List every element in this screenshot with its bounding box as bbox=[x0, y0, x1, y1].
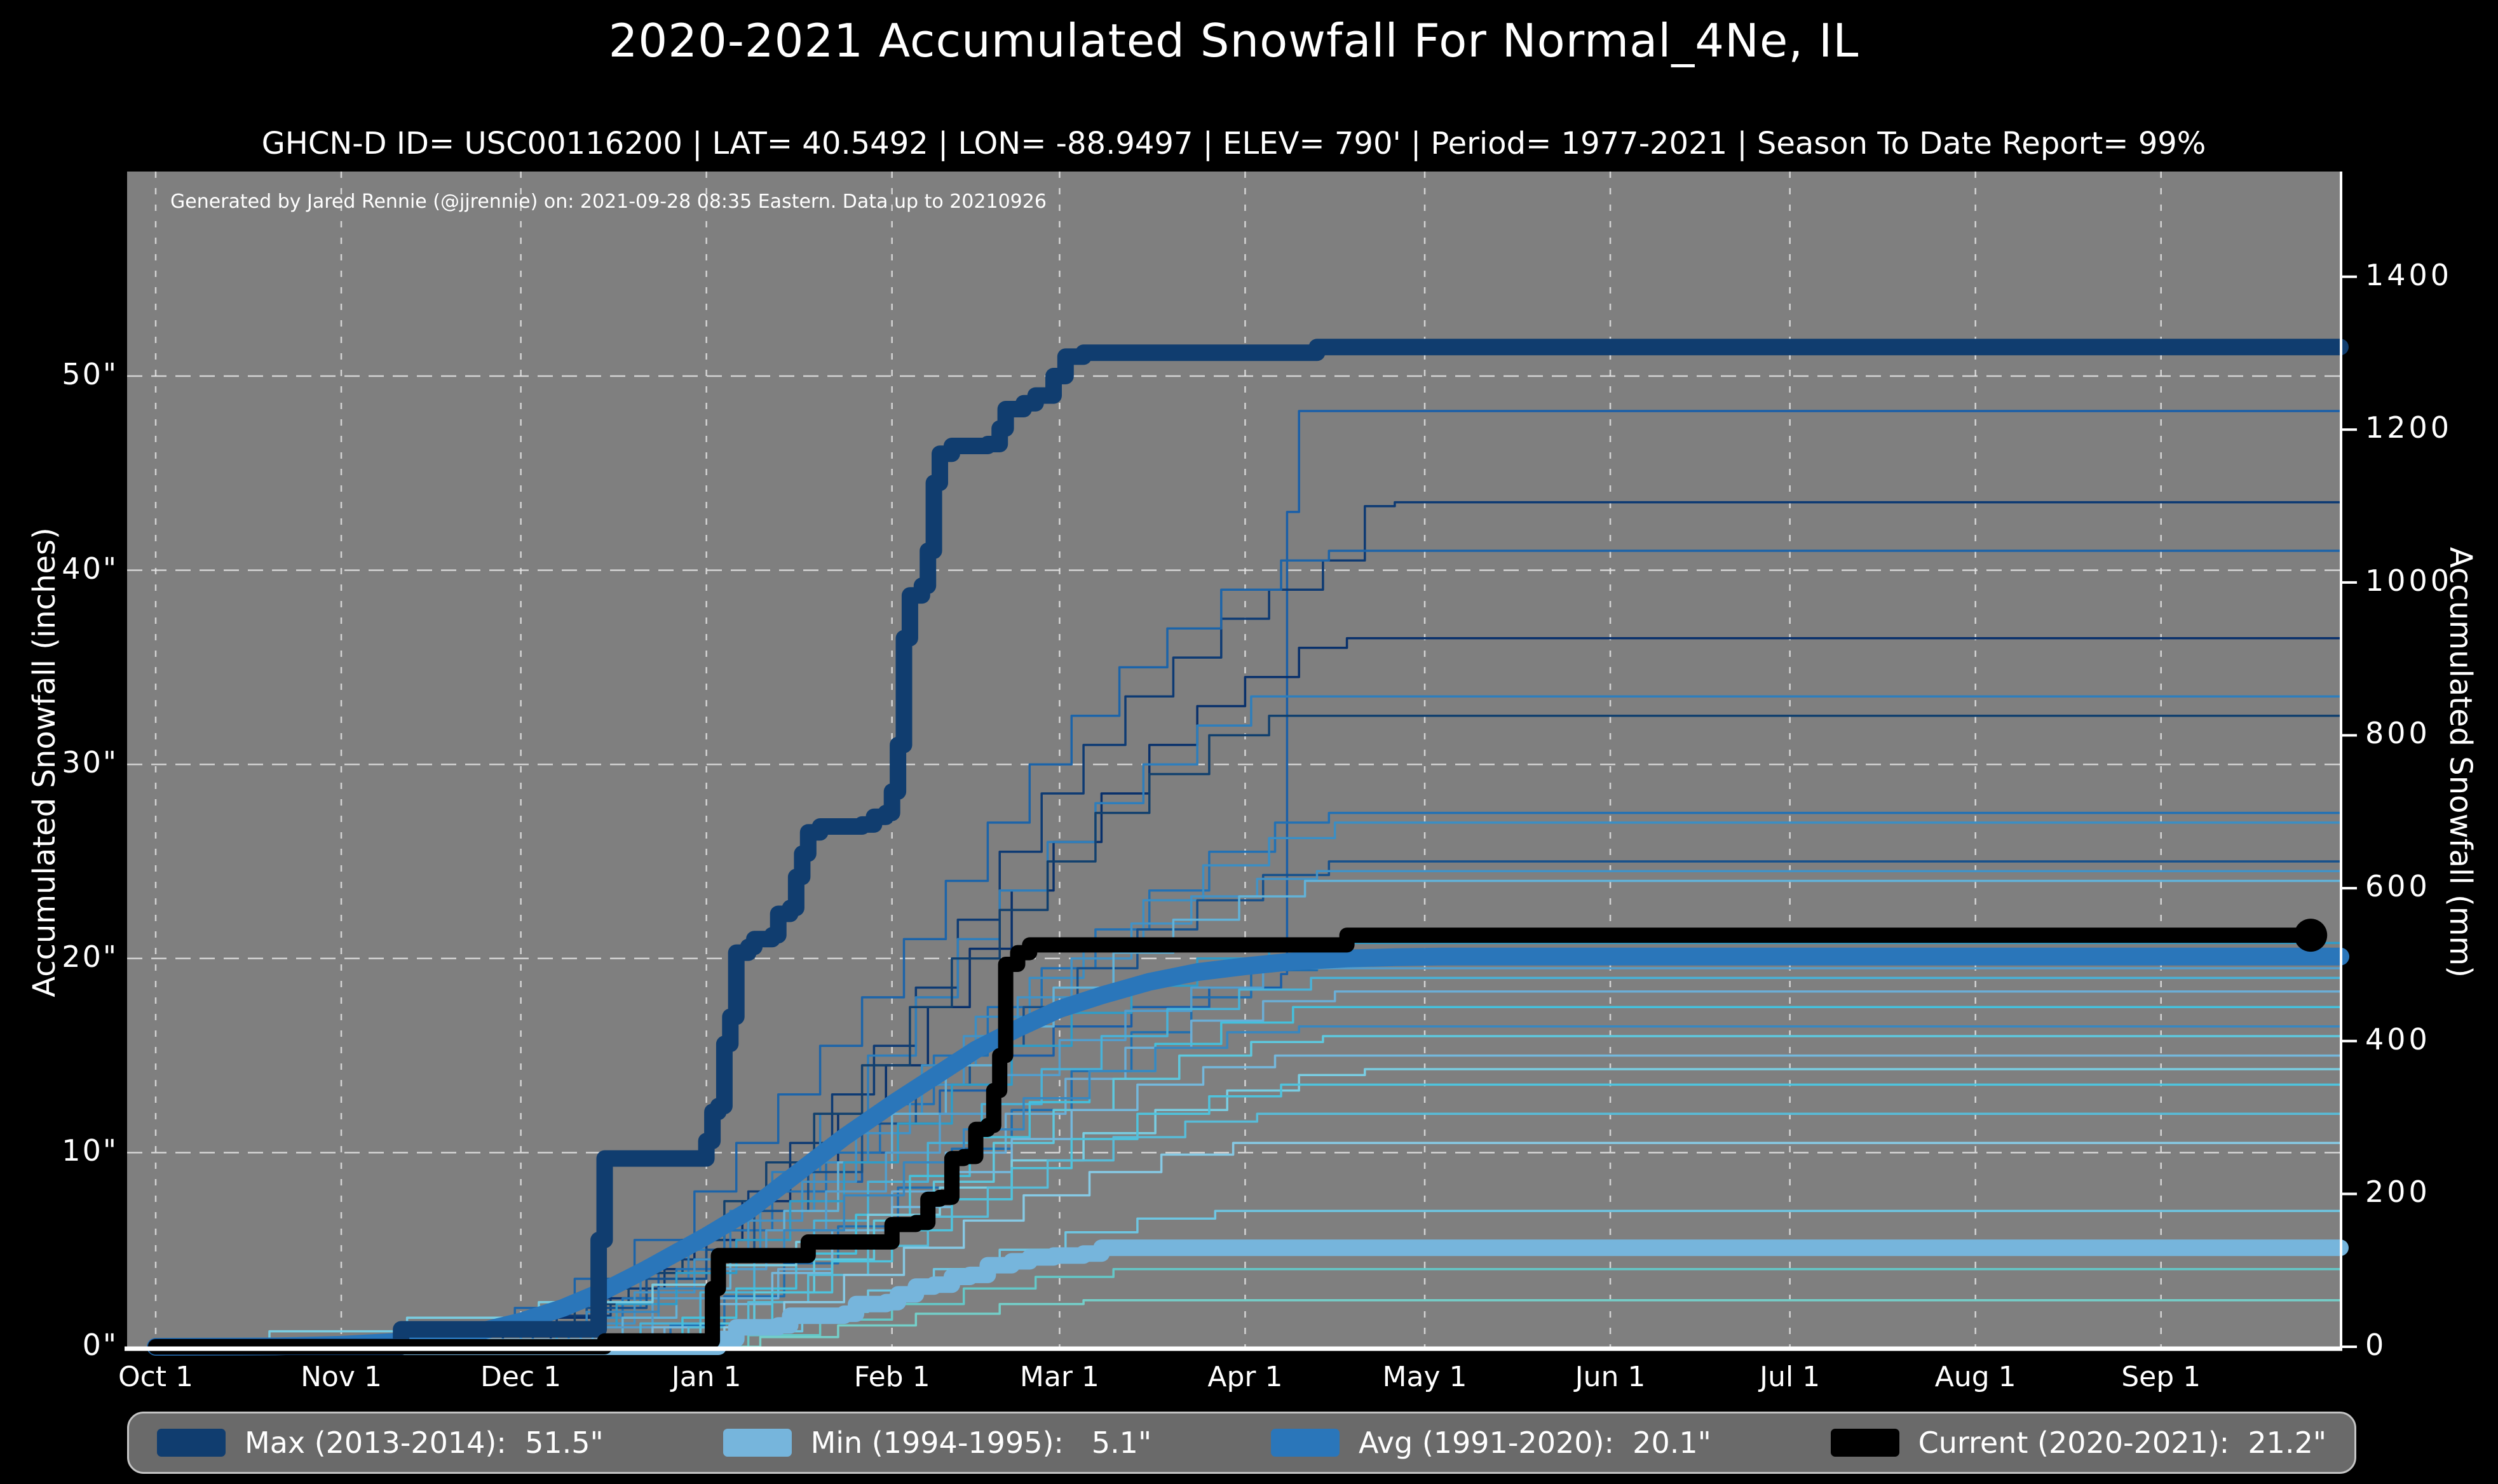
chart-subtitle: GHCN-D ID= USC00116200 | LAT= 40.5492 | … bbox=[261, 126, 2206, 161]
y-left-tick-label: 0" bbox=[82, 1328, 118, 1362]
chart-title: 2020-2021 Accumulated Snowfall For Norma… bbox=[608, 14, 1859, 67]
legend-label-max: Max (2013-2014): 51.5" bbox=[245, 1426, 604, 1460]
y-right-tick-label: 0 bbox=[2365, 1328, 2387, 1362]
background-year-line bbox=[503, 715, 2340, 1348]
y-left-tick-label: 10" bbox=[62, 1133, 118, 1168]
x-tick-label: Jul 1 bbox=[1760, 1361, 1821, 1393]
y-right-tick-label: 800 bbox=[2365, 716, 2431, 751]
background-year-line bbox=[682, 1035, 2340, 1348]
legend-label-min: Min (1994-1995): 5.1" bbox=[810, 1426, 1152, 1460]
legend-label-current: Current (2020-2021): 21.2" bbox=[1918, 1426, 2326, 1460]
attribution-text: Generated by Jared Rennie (@jjrennie) on… bbox=[170, 191, 1047, 213]
y-right-tick-label: 1200 bbox=[2365, 410, 2453, 445]
y-left-tick-label: 20" bbox=[62, 939, 118, 974]
min-line bbox=[147, 1239, 2349, 1355]
background-year-line bbox=[670, 1112, 2340, 1348]
x-tick-label: Mar 1 bbox=[1019, 1361, 1099, 1393]
legend: Max (2013-2014): 51.5" Min (1994-1995): 5… bbox=[127, 1412, 2356, 1474]
x-tick-label: May 1 bbox=[1382, 1361, 1467, 1393]
max-line bbox=[147, 339, 2349, 1355]
x-tick-label: Oct 1 bbox=[118, 1361, 194, 1393]
y-right-tick-label: 400 bbox=[2365, 1022, 2431, 1056]
background-year-line bbox=[742, 1298, 2340, 1348]
current-line bbox=[148, 928, 2319, 1354]
background-year-line bbox=[574, 967, 2340, 1348]
legend-swatch-max bbox=[157, 1429, 226, 1457]
x-tick-label: Dec 1 bbox=[480, 1361, 562, 1393]
x-tick-label: Nov 1 bbox=[301, 1361, 382, 1393]
x-tick-label: Aug 1 bbox=[1934, 1361, 2016, 1393]
legend-swatch-current bbox=[1830, 1429, 1899, 1457]
legend-swatch-min bbox=[723, 1429, 792, 1457]
y-right-tick-label: 1400 bbox=[2365, 257, 2453, 292]
x-tick-label: Feb 1 bbox=[853, 1361, 930, 1393]
legend-item-min: Min (1994-1995): 5.1" bbox=[723, 1426, 1152, 1460]
legend-item-current: Current (2020-2021): 21.2" bbox=[1830, 1426, 2326, 1460]
x-tick-label: Jun 1 bbox=[1575, 1361, 1646, 1393]
y-right-tick-label: 600 bbox=[2365, 869, 2431, 904]
legend-label-avg: Avg (1991-2020): 20.1" bbox=[1359, 1426, 1711, 1460]
current-end-marker bbox=[2294, 919, 2328, 952]
background-year-line bbox=[694, 1083, 2340, 1348]
x-tick-label: Jan 1 bbox=[671, 1361, 742, 1393]
y-left-tick-label: 40" bbox=[62, 551, 118, 586]
legend-swatch-avg bbox=[1271, 1429, 1340, 1457]
y-right-tick-label: 200 bbox=[2365, 1175, 2431, 1210]
y-left-tick-label: 50" bbox=[62, 357, 118, 391]
y-right-tick-label: 1000 bbox=[2365, 563, 2453, 598]
x-tick-label: Apr 1 bbox=[1207, 1361, 1283, 1393]
legend-item-avg: Avg (1991-2020): 20.1" bbox=[1271, 1426, 1711, 1460]
legend-item-max: Max (2013-2014): 51.5" bbox=[157, 1426, 604, 1460]
y-left-tick-label: 30" bbox=[62, 745, 118, 780]
x-tick-label: Sep 1 bbox=[2121, 1361, 2201, 1393]
background-year-line bbox=[503, 1025, 2340, 1348]
